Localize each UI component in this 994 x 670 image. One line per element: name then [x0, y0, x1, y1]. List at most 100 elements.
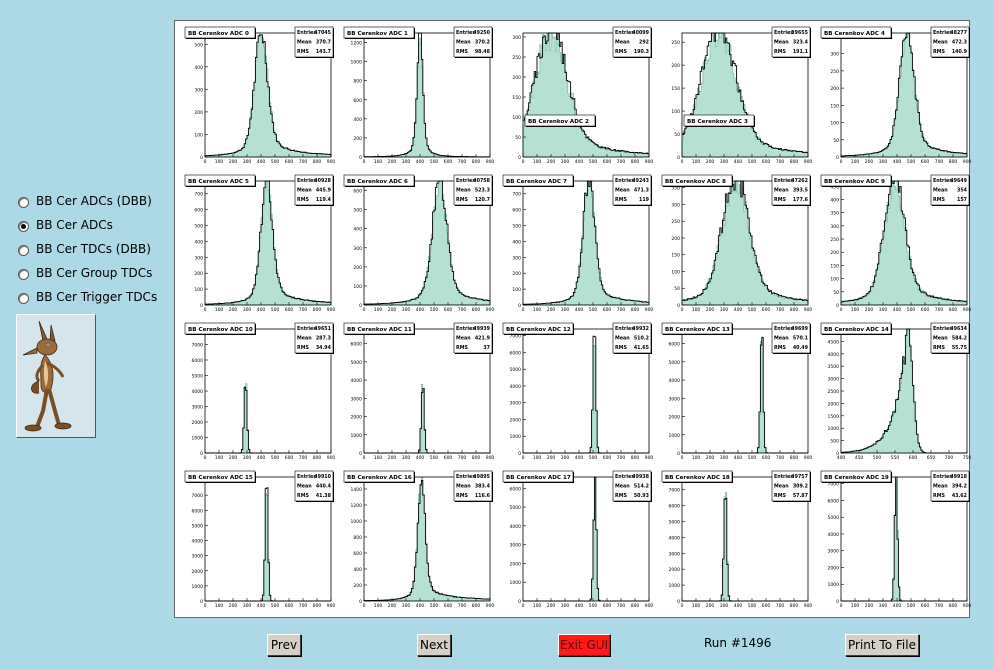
histogram-title: BB Cerenkov ADC 19: [824, 475, 889, 481]
x-tick-label: 800: [313, 603, 322, 609]
stats-key: Mean: [297, 188, 312, 194]
histogram-title: BB Cerenkov ADC 11: [347, 327, 412, 333]
y-tick-label: 300: [353, 246, 362, 252]
radio-indicator[interactable]: [18, 293, 29, 304]
plot-frame: [204, 476, 332, 602]
plot-frame: [363, 32, 491, 158]
x-tick-label: 300: [243, 159, 252, 165]
histogram-pad[interactable]: 0 100 200 300 400 500 600 0 100 200 300 400 500 600 70…: [338, 173, 496, 321]
y-tick-label: 0: [200, 155, 203, 161]
histogram-pad[interactable]: 0 1000 2000 3000 4000 5000 6000 7000 0 100 200 300 4…: [179, 321, 337, 469]
y-tick-label: 100: [830, 277, 839, 283]
y-tick-label: 1000: [351, 519, 363, 525]
histogram-pad[interactable]: 0 50 100 150 200 250 0 100 200 300 400 500 600 700 800…: [656, 25, 814, 173]
y-tick-label: 4000: [669, 535, 681, 541]
histogram-pad[interactable]: 0 200 400 600 800 1000 1200 0 100 200 300 400 500 600…: [338, 25, 496, 173]
histogram-pad[interactable]: 0 1000 2000 3000 4000 5000 6000 7000 0 100 200 300 4…: [815, 469, 973, 617]
histogram-pad[interactable]: 0 1000 2000 3000 4000 5000 6000 0 100 200 300 400 50…: [656, 321, 814, 469]
stats-box: [771, 470, 811, 502]
histogram-pad[interactable]: 0 1000 2000 3000 4000 5000 6000 7000 0 100 200 300 4…: [656, 469, 814, 617]
coyote-icon: [22, 320, 72, 432]
x-tick-label: 800: [631, 307, 640, 313]
next-button[interactable]: Next: [417, 634, 451, 656]
x-tick-label: 500: [430, 159, 439, 165]
y-tick-label: 400: [353, 117, 362, 123]
histogram-plot: 0 1000 2000 3000 4000 5000 6000 0 100 200 300 400 50…: [343, 322, 494, 461]
histogram-pad[interactable]: 0 1000 2000 3000 4000 5000 6000 0 100 200 300 400 50…: [497, 469, 655, 617]
stats-value: 49918: [950, 474, 967, 480]
y-tick-label: 1200: [351, 503, 363, 509]
x-tick-label: 700: [299, 603, 308, 609]
print-to-file-button[interactable]: Print To File: [845, 634, 919, 656]
x-tick-label: 100: [215, 159, 224, 165]
histogram-pad[interactable]: 0501001502002503003500100200300400500600…: [815, 25, 973, 173]
stats-value: 50.93: [634, 493, 649, 499]
histogram-plot: 0 50 100 150 200 250 300 350 0 100 200 300 400 500 600…: [661, 174, 812, 313]
stats-key: RMS: [774, 197, 786, 203]
stats-value: 584.2: [952, 336, 967, 342]
stats-value: 49895: [473, 474, 490, 480]
histogram-pad[interactable]: 0 500 1000 1500 2000 2500 3000 3500 4000 4500 400 4…: [815, 321, 973, 469]
y-tick-label: 150: [512, 95, 521, 101]
stats-key: RMS: [933, 493, 945, 499]
histogram-pad[interactable]: 0 50 100 150 200 250 300 350 400 450 0 100 200 300 400…: [815, 173, 973, 321]
y-tick-label: 0: [359, 599, 362, 605]
y-tick-label: 150: [671, 86, 680, 92]
stats-value: 354: [957, 188, 968, 194]
stats-key: RMS: [297, 49, 309, 55]
histogram-pad[interactable]: 0 100 200 300 400 500 600 700 0 100 200 300 400 500 60…: [179, 173, 337, 321]
histogram-pad[interactable]: 0 100 200 300 400 500 0 100 200 300 400 500 600 700 80…: [179, 25, 337, 173]
stats-value: 472.3: [952, 40, 967, 46]
radio-indicator[interactable]: [18, 245, 29, 256]
y-tick-label: 100: [830, 121, 839, 127]
radio-bb-cer-adcs-dbb[interactable]: BB Cer ADCs (DBB): [16, 193, 166, 217]
y-tick-label: 250: [830, 69, 839, 75]
x-tick-label: 500: [748, 455, 757, 461]
stats-key: Entries: [615, 178, 634, 184]
x-tick-label: 0: [681, 455, 684, 461]
y-tick-label: 400: [830, 197, 839, 203]
histogram-pad[interactable]: 0 200 400 600 800 1000 1200 1400 0 100 200 300 400 50…: [338, 469, 496, 617]
radio-bb-cer-trigger-tdcs[interactable]: BB Cer Trigger TDCs: [16, 289, 166, 313]
stats-value: 57.87: [793, 493, 808, 499]
stats-value: 177.6: [793, 197, 809, 203]
stats-key: Mean: [297, 40, 312, 46]
stats-key: Entries: [933, 178, 952, 184]
coyote-image-button[interactable]: [16, 314, 96, 438]
x-tick-label: 400: [734, 455, 743, 461]
stats-key: Entries: [456, 474, 475, 480]
x-tick-label: 600: [909, 455, 918, 461]
y-tick-label: 200: [830, 86, 839, 92]
y-tick-label: 5000: [192, 374, 204, 380]
histogram-pad[interactable]: 0 50 100 150 200 250 300 0 100 200 300 400 500 600 700…: [497, 25, 655, 173]
stats-value: 370.7: [316, 40, 331, 46]
radio-bb-cer-tdcs-dbb[interactable]: BB Cer TDCs (DBB): [16, 241, 166, 265]
exit-gui-button[interactable]: Exit GUI: [558, 634, 610, 656]
histogram-pad[interactable]: 0 1000 2000 3000 4000 5000 6000 7000 0 100 200 300 4…: [497, 321, 655, 469]
stats-key: Entries: [456, 178, 475, 184]
y-tick-label: 0: [359, 155, 362, 161]
radio-bb-cer-adcs[interactable]: BB Cer ADCs: [16, 217, 166, 241]
stats-key: RMS: [615, 197, 627, 203]
display-mode-radio-group: BB Cer ADCs (DBB) BB Cer ADCs BB Cer TDC…: [16, 193, 166, 313]
radio-indicator[interactable]: [18, 197, 29, 208]
radio-indicator[interactable]: [18, 269, 29, 280]
stats-key: RMS: [933, 345, 945, 351]
prev-button[interactable]: Prev: [267, 634, 301, 656]
histogram-pad[interactable]: 0 100 200 300 400 500 600 700 0 100 200 300 400 500 60…: [497, 173, 655, 321]
stats-value: 383.4: [475, 484, 491, 490]
radio-bb-cer-group-tdcs[interactable]: BB Cer Group TDCs: [16, 265, 166, 289]
x-tick-label: 100: [692, 307, 701, 313]
x-tick-label: 700: [458, 603, 467, 609]
histogram-pad[interactable]: 0 1000 2000 3000 4000 5000 6000 0 100 200 300 400 50…: [338, 321, 496, 469]
histogram-pad[interactable]: 0100020003000400050006000700080000100200…: [179, 469, 337, 617]
stats-key: RMS: [774, 493, 786, 499]
y-tick-label: 3000: [192, 554, 204, 560]
y-tick-label: 100: [194, 287, 203, 293]
histogram-canvas[interactable]: 0 100 200 300 400 500 0 100 200 300 400 500 600 700 80…: [174, 20, 973, 618]
x-tick-label: 200: [865, 603, 874, 609]
x-tick-label: 800: [949, 603, 958, 609]
x-tick-label: 200: [229, 603, 238, 609]
radio-indicator[interactable]: [18, 221, 29, 232]
